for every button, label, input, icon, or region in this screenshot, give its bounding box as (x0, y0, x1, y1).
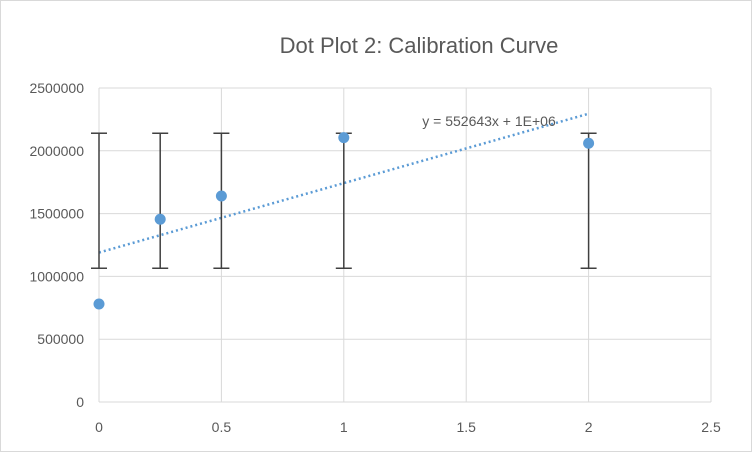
data-point (93, 298, 105, 310)
x-tick-label: 0 (95, 419, 103, 435)
y-tick-label: 2500000 (29, 80, 84, 96)
data-point (215, 190, 227, 202)
x-tick-label: 0.5 (212, 419, 232, 435)
y-tick-label: 1000000 (29, 268, 84, 284)
x-tick-label: 2.5 (701, 419, 721, 435)
data-point (583, 137, 595, 149)
x-tick-label: 1.5 (456, 419, 476, 435)
data-point (338, 132, 350, 144)
y-tick-label: 500000 (37, 331, 84, 347)
trendline-equation: y = 552643x + 1E+06 (422, 113, 556, 129)
y-tick-label: 0 (76, 394, 84, 410)
y-tick-label: 2000000 (29, 143, 84, 159)
y-tick-label: 1500000 (29, 206, 84, 222)
data-point (154, 213, 166, 225)
x-tick-label: 1 (340, 419, 348, 435)
x-tick-label: 2 (585, 419, 593, 435)
chart-title: Dot Plot 2: Calibration Curve (280, 33, 559, 58)
